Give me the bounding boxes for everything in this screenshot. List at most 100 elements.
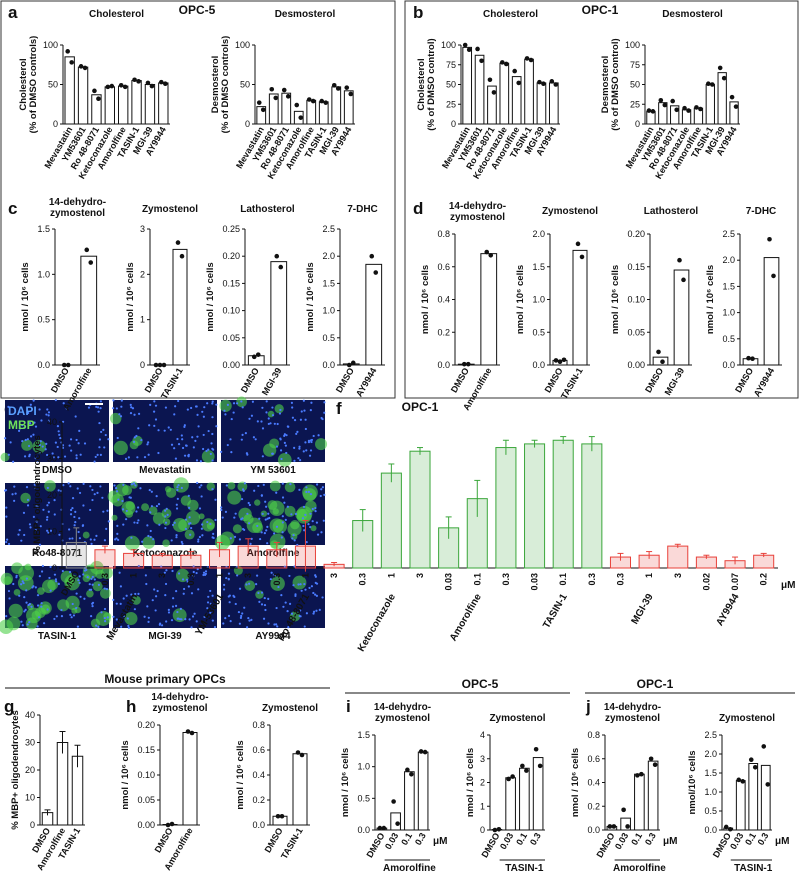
- bar: [620, 817, 631, 831]
- dapi-nucleus: [260, 591, 264, 594]
- chart-title: Zymostenol: [542, 206, 598, 217]
- replicate-dot: [750, 356, 755, 362]
- mbp-signal: [21, 439, 33, 451]
- y-axis-label: nmol / 10⁶ cells: [20, 262, 31, 331]
- dapi-nucleus: [296, 430, 299, 434]
- dapi-nucleus: [17, 533, 20, 536]
- dapi-nucleus: [58, 433, 61, 436]
- bar: [658, 102, 668, 125]
- dapi-nucleus: [270, 571, 273, 574]
- dapi-nucleus: [76, 487, 79, 490]
- x-tick-label: 0.03: [383, 831, 400, 851]
- dapi-nucleus: [158, 523, 161, 526]
- chart-title: Desmosterol: [275, 9, 336, 20]
- dapi-nucleus: [38, 443, 41, 447]
- chart-title: 14-dehydro-: [49, 197, 106, 208]
- dapi-nucleus: [180, 540, 183, 544]
- dapi-nucleus: [183, 424, 186, 427]
- x-tick-label: 0.1: [629, 831, 644, 847]
- replicate-dot: [96, 96, 101, 102]
- dapi-nucleus: [299, 583, 302, 586]
- dapi-nucleus: [257, 591, 260, 595]
- dapi-nucleus: [119, 585, 122, 588]
- dapi-nucleus: [285, 434, 288, 437]
- dapi-nucleus: [154, 418, 158, 421]
- dapi-nucleus: [165, 507, 168, 510]
- bar: [729, 101, 739, 125]
- group-label: TASIN-1: [734, 863, 773, 874]
- replicate-dot: [145, 80, 151, 86]
- dapi-nucleus: [15, 576, 18, 579]
- dapi-nucleus: [39, 525, 42, 528]
- dapi-nucleus: [307, 490, 310, 494]
- dapi-nucleus: [200, 527, 203, 530]
- dapi-nucleus: [246, 512, 249, 515]
- dapi-nucleus: [83, 442, 87, 445]
- dapi-nucleus: [295, 432, 298, 435]
- y-tick-label: 0.00: [627, 360, 645, 370]
- dapi-nucleus: [173, 447, 176, 450]
- x-tick-label: 1: [129, 573, 139, 578]
- dapi-nucleus: [14, 492, 17, 495]
- dapi-nucleus: [240, 400, 243, 403]
- dapi-nucleus: [181, 542, 184, 545]
- dapi-nucleus: [298, 445, 301, 448]
- dapi-nucleus: [75, 454, 78, 457]
- dapi-nucleus: [21, 624, 24, 627]
- dapi-nucleus: [271, 414, 275, 417]
- dapi-nucleus: [310, 585, 314, 588]
- dapi-nucleus: [211, 432, 214, 436]
- dapi-nucleus: [47, 414, 50, 417]
- dapi-nucleus: [125, 594, 128, 597]
- dapi-nucleus: [177, 572, 181, 575]
- dapi-nucleus: [284, 518, 287, 521]
- chart-title: zymostenol: [50, 208, 105, 219]
- dapi-nucleus: [141, 540, 144, 543]
- dapi-nucleus: [69, 508, 73, 512]
- dapi-nucleus: [237, 610, 241, 614]
- dapi-nucleus: [102, 428, 105, 431]
- y-tick-label: 25: [630, 99, 640, 109]
- dapi-nucleus: [265, 400, 268, 403]
- chart-title: zymostenol: [152, 703, 207, 714]
- dapi-nucleus: [176, 610, 179, 614]
- dapi-nucleus: [281, 496, 285, 499]
- replicate-dot: [169, 821, 175, 827]
- replicate-dot: [422, 749, 428, 755]
- dapi-nucleus: [191, 436, 194, 439]
- y-tick-label: 0.10: [137, 770, 155, 780]
- dapi-nucleus: [49, 589, 52, 592]
- x-tick-label: 0.02: [701, 573, 711, 591]
- dapi-nucleus: [281, 521, 284, 524]
- dapi-nucleus: [319, 494, 322, 498]
- dapi-nucleus: [304, 441, 307, 444]
- bar: [760, 764, 771, 831]
- dapi-nucleus: [12, 582, 15, 586]
- replicate-dot: [346, 362, 352, 368]
- dapi-nucleus: [302, 399, 305, 402]
- replicate-dot: [185, 729, 191, 734]
- mbp-signal: [173, 477, 189, 493]
- dapi-nucleus: [234, 602, 237, 606]
- dapi-nucleus: [43, 622, 46, 625]
- y-tick-label: 0.0: [252, 820, 265, 830]
- dapi-nucleus: [149, 403, 152, 407]
- mbp-signal: [44, 480, 56, 492]
- dapi-nucleus: [5, 615, 8, 618]
- mbp-signal: [220, 531, 235, 546]
- replicate-dot: [746, 355, 751, 361]
- y-tick-label: 0.20: [222, 251, 240, 261]
- dapi-nucleus: [36, 459, 39, 463]
- dapi-nucleus: [69, 438, 73, 441]
- dapi-nucleus: [5, 515, 8, 518]
- y-tick-label: 1.5: [37, 224, 50, 234]
- dapi-nucleus: [9, 441, 12, 444]
- mbp-signal: [243, 514, 254, 525]
- dapi-nucleus: [209, 522, 212, 526]
- dapi-nucleus: [207, 595, 210, 598]
- dapi-nucleus: [123, 615, 126, 618]
- dapi-nucleus: [197, 588, 200, 591]
- replicate-dot: [694, 105, 699, 110]
- dapi-nucleus: [41, 445, 44, 448]
- x-tick-label: DMSO: [49, 366, 71, 394]
